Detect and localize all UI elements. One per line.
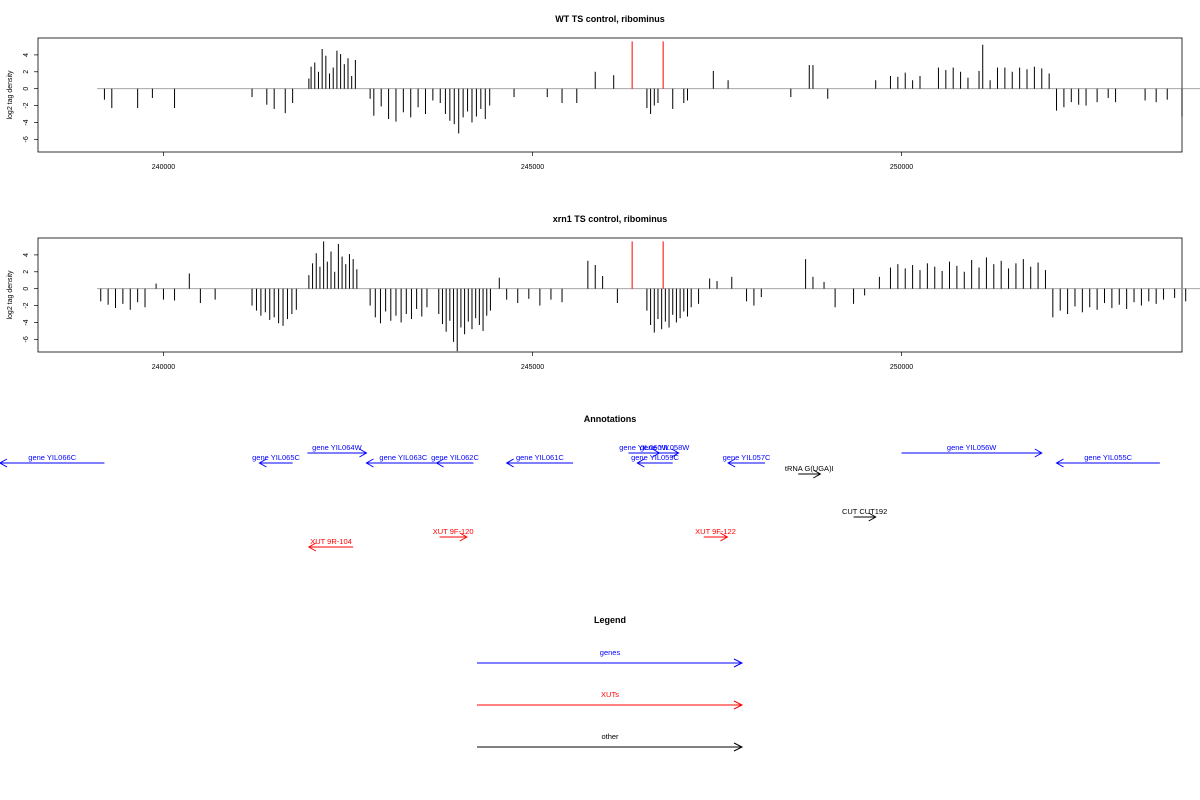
panel-title: xrn1 TS control, ribominus [553, 214, 668, 224]
y-tick-label: -6 [23, 136, 30, 142]
y-tick-label: 2 [23, 70, 30, 74]
y-tick-label: -4 [23, 119, 30, 125]
feature-label: gene YIL056W [947, 443, 997, 452]
feature-gene: gene YIL064W [307, 443, 368, 458]
x-tick-label: 245000 [521, 364, 544, 371]
feature-other: tRNA G(UGA)I [785, 464, 834, 479]
feature-label: tRNA G(UGA)I [785, 464, 834, 473]
feature-xut: XUT 9F-122 [695, 527, 736, 542]
y-tick-label: 2 [23, 270, 30, 274]
feature-label: gene YIL061C [516, 453, 564, 462]
feature-gene: gene YIL065C [252, 453, 301, 468]
plot-frame [37, 237, 1183, 353]
y-tick-label: 4 [23, 253, 30, 257]
y-axis-label: log2 tag density [7, 70, 14, 120]
y-axis-label: log2 tag density [7, 270, 14, 320]
feature-arrowhead [1034, 448, 1043, 458]
feature-label: gene YIL063C [379, 453, 427, 462]
feature-label: XUT 9F-122 [695, 527, 736, 536]
y-tick-label: 4 [23, 53, 30, 57]
feature-label: gene YIL057C [723, 453, 771, 462]
feature-label: gene YIL059C [631, 453, 679, 462]
annotations-title: Annotations [584, 414, 637, 424]
legend-arrowhead [733, 658, 744, 668]
feature-arrowhead [307, 542, 317, 552]
legend-item-gene: genes [477, 648, 744, 668]
legend-item-other: other [477, 732, 744, 752]
x-tick-label: 240000 [152, 164, 175, 171]
y-tick-label: -2 [23, 102, 30, 108]
x-tick-label: 245000 [521, 164, 544, 171]
feature-arrowhead [365, 458, 374, 468]
y-tick-label: 0 [23, 87, 30, 91]
feature-arrowhead [720, 532, 729, 542]
wt-panel: WT TS control, ribominus -6 -4 -2 0 2 4 log2 ta… [7, 14, 1200, 171]
feature-gene: gene YIL058W [640, 443, 690, 458]
y-tick-label: -6 [23, 336, 30, 342]
feature-arrowhead [1055, 458, 1064, 468]
feature-label: gene YIL065C [252, 453, 300, 462]
feature-gene: gene YIL066C [0, 453, 105, 468]
feature-xut: XUT 9F-120 [433, 527, 474, 542]
y-tick-label: 0 [23, 287, 30, 291]
legend-label: genes [600, 648, 621, 657]
xrn1-panel: xrn1 TS control, ribominus -6 -4 -2 0 2 4 log2 … [7, 214, 1200, 371]
feature-label: gene YIL062C [431, 453, 479, 462]
feature-gene: gene YIL062C [431, 453, 479, 468]
feature-arrowhead [505, 458, 514, 468]
feature-label: XUT 9F-120 [433, 527, 474, 536]
feature-gene: gene YIL055C [1055, 453, 1160, 468]
annotations-track: Annotations gene YIL066C gene YIL065C gene … [0, 414, 1160, 552]
feature-gene: gene YIL059C [631, 453, 680, 468]
feature-gene: gene YIL056W [901, 443, 1043, 458]
x-tick-label: 250000 [890, 364, 913, 371]
feature-arrowhead [813, 469, 822, 479]
feature-arrowhead [868, 512, 877, 522]
legend: Legend genes XUTs other [477, 615, 744, 752]
legend-arrowhead [733, 742, 744, 752]
feature-label: gene YIL058W [640, 443, 690, 452]
feature-arrowhead [459, 532, 468, 542]
y-tick-label: -2 [23, 302, 30, 308]
feature-gene: gene YIL063C [365, 453, 441, 468]
feature-arrowhead [258, 458, 267, 468]
legend-arrowhead [733, 700, 744, 710]
x-tick-label: 250000 [890, 164, 913, 171]
feature-label: gene YIL055C [1084, 453, 1132, 462]
plot-frame [37, 37, 1183, 153]
feature-arrowhead [435, 458, 444, 468]
feature-label: gene YIL064W [312, 443, 362, 452]
feature-other: CUT CUT192 [842, 507, 887, 522]
feature-gene: gene YIL057C [723, 453, 771, 468]
feature-arrowhead [727, 458, 736, 468]
feature-arrowhead [636, 458, 645, 468]
feature-label: gene YIL060W [619, 443, 669, 452]
feature-arrowhead [0, 458, 8, 468]
y-tick-label: -4 [23, 319, 30, 325]
feature-label: CUT CUT192 [842, 507, 887, 516]
legend-title: Legend [594, 615, 626, 625]
feature-label: gene YIL066C [28, 453, 76, 462]
legend-label: XUTs [601, 690, 619, 699]
panel-title: WT TS control, ribominus [555, 14, 665, 24]
legend-item-xut: XUTs [477, 690, 744, 710]
feature-arrowhead [671, 448, 680, 458]
feature-xut: XUT 9R-104 [307, 537, 354, 552]
feature-gene: gene YIL061C [505, 453, 574, 468]
feature-arrowhead [359, 448, 368, 458]
feature-label: XUT 9R-104 [310, 537, 352, 546]
x-tick-label: 240000 [152, 364, 175, 371]
legend-label: other [601, 732, 619, 741]
